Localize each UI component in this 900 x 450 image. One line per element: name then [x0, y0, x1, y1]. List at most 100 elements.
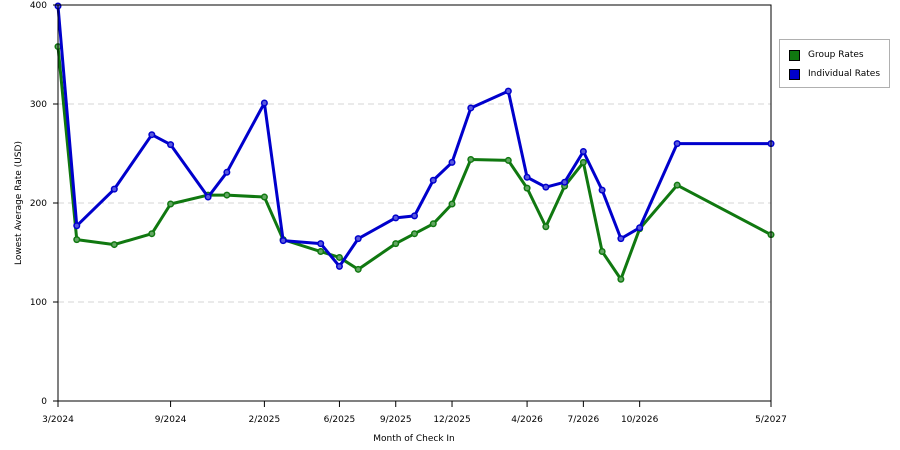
- data-point-individual-rates: [204, 193, 212, 201]
- data-point-highlight: [637, 225, 642, 230]
- data-point-group-rates: [223, 191, 231, 199]
- y-tick-label: 300: [30, 100, 47, 110]
- data-point-highlight: [450, 201, 455, 206]
- data-point-highlight: [262, 101, 267, 106]
- data-point-highlight: [525, 175, 530, 180]
- x-tick-label: 9/2025: [380, 415, 412, 425]
- data-point-highlight: [600, 188, 605, 193]
- data-point-group-rates: [504, 156, 512, 164]
- x-tick-label: 2/2025: [249, 415, 281, 425]
- data-point-individual-rates: [110, 185, 118, 193]
- data-point-highlight: [356, 236, 361, 241]
- data-point-individual-rates: [260, 99, 268, 107]
- data-point-highlight: [337, 255, 342, 260]
- data-point-individual-rates: [504, 87, 512, 95]
- y-axis-title: Lowest Average Rate (USD): [14, 141, 24, 265]
- data-point-highlight: [468, 157, 473, 162]
- series-line-group-rates: [56, 46, 772, 281]
- data-point-individual-rates: [561, 178, 569, 186]
- data-point-highlight: [168, 142, 173, 147]
- x-tick-label: 9/2024: [155, 415, 187, 425]
- x-tick-label: 3/2024: [42, 415, 74, 425]
- data-point-highlight: [600, 249, 605, 254]
- data-point-highlight: [224, 193, 229, 198]
- series-layer: [54, 2, 775, 283]
- x-tick-label: 7/2026: [568, 415, 600, 425]
- data-point-highlight: [468, 105, 473, 110]
- x-axis-title: Month of Check In: [373, 434, 455, 444]
- data-point-group-rates: [617, 275, 625, 283]
- data-point-individual-rates: [429, 176, 437, 184]
- data-point-group-rates: [673, 181, 681, 189]
- data-point-group-rates: [579, 158, 587, 166]
- data-point-individual-rates: [542, 183, 550, 191]
- data-point-individual-rates: [317, 240, 325, 248]
- data-point-individual-rates: [673, 140, 681, 148]
- data-point-group-rates: [260, 193, 268, 201]
- data-point-group-rates: [448, 200, 456, 208]
- legend-swatch-group-rates: [789, 49, 800, 61]
- data-point-highlight: [431, 178, 436, 183]
- data-point-individual-rates: [617, 235, 625, 243]
- data-point-highlight: [74, 223, 79, 228]
- data-point-highlight: [525, 186, 530, 191]
- legend-item-individual-rates: Individual Rates: [789, 67, 880, 81]
- data-point-highlight: [412, 213, 417, 218]
- data-point-group-rates: [523, 184, 531, 192]
- data-point-group-rates: [598, 248, 606, 256]
- data-point-individual-rates: [636, 224, 644, 232]
- series-individual-rates: [54, 2, 775, 270]
- data-point-highlight: [506, 89, 511, 94]
- x-tick-label: 6/2025: [324, 415, 356, 425]
- data-point-individual-rates: [167, 141, 175, 149]
- data-point-highlight: [618, 277, 623, 282]
- data-point-group-rates: [392, 240, 400, 248]
- data-point-individual-rates: [223, 168, 231, 176]
- data-point-group-rates: [542, 223, 550, 231]
- data-point-group-rates: [467, 155, 475, 163]
- data-point-group-rates: [411, 230, 418, 238]
- data-point-highlight: [675, 141, 680, 146]
- data-point-individual-rates: [73, 222, 81, 230]
- data-point-group-rates: [317, 248, 325, 256]
- data-point-individual-rates: [279, 237, 287, 245]
- data-point-highlight: [318, 241, 323, 246]
- y-tick-label: 200: [30, 199, 47, 209]
- data-point-highlight: [543, 185, 548, 190]
- data-point-individual-rates: [579, 148, 587, 156]
- data-point-individual-rates: [335, 262, 343, 270]
- y-tick-label: 100: [30, 298, 47, 308]
- data-point-highlight: [412, 231, 417, 236]
- data-point-highlight: [206, 195, 211, 200]
- x-tick-label: 4/2026: [511, 415, 543, 425]
- data-point-individual-rates: [467, 104, 475, 112]
- data-point-individual-rates: [523, 173, 531, 181]
- data-point-highlight: [431, 221, 436, 226]
- x-tick-label: 5/2027: [755, 415, 787, 425]
- data-point-group-rates: [429, 220, 437, 228]
- data-point-highlight: [112, 242, 117, 247]
- data-point-highlight: [506, 158, 511, 163]
- series-line-individual-rates: [56, 5, 771, 268]
- data-point-highlight: [581, 160, 586, 165]
- data-point-highlight: [224, 170, 229, 175]
- data-point-group-rates: [335, 253, 343, 261]
- data-point-group-rates: [167, 200, 175, 208]
- y-tick-label: 0: [41, 397, 47, 407]
- legend: Group Rates Individual Rates: [779, 39, 890, 88]
- data-point-highlight: [675, 183, 680, 188]
- data-point-individual-rates: [411, 212, 418, 220]
- data-point-highlight: [168, 201, 173, 206]
- data-point-highlight: [581, 149, 586, 154]
- data-point-highlight: [149, 132, 154, 137]
- data-point-individual-rates: [448, 158, 456, 166]
- y-tick-label: 400: [30, 1, 47, 11]
- data-point-group-rates: [354, 265, 362, 273]
- data-point-highlight: [562, 180, 567, 185]
- data-point-highlight: [450, 160, 455, 165]
- data-point-highlight: [318, 249, 323, 254]
- data-point-highlight: [281, 238, 286, 243]
- data-point-individual-rates: [148, 131, 156, 139]
- data-point-highlight: [112, 187, 117, 192]
